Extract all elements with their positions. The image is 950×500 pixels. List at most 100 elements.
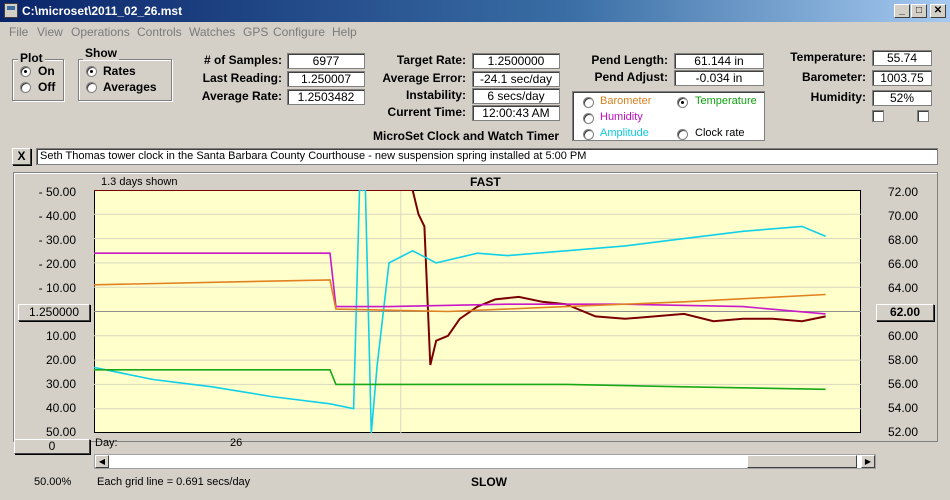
plot-grid [94, 190, 861, 433]
humidity-radio[interactable] [583, 113, 594, 124]
show-group-label: Show [83, 46, 119, 60]
instability-value: 6 secs/day [472, 88, 560, 104]
right-center-button[interactable]: 62.00 [876, 304, 934, 321]
humidity-label: Humidity: [810, 90, 866, 104]
clock-rate-radio[interactable] [677, 129, 688, 140]
menu-help[interactable]: Help [332, 25, 357, 39]
show-group [78, 59, 172, 101]
series-line-temperature [94, 369, 826, 391]
left-tick-label: 40.00 [45, 401, 76, 415]
menu-watches[interactable]: Watches [189, 25, 236, 39]
show-averages-label[interactable]: Averages [103, 80, 157, 94]
pend-adjust-value: -0.034 in [674, 70, 764, 86]
left-bottom-tick: 50.00 [45, 425, 76, 439]
maximize-button[interactable]: □ [911, 4, 927, 18]
amplitude-radio[interactable] [583, 129, 594, 140]
series-line-humidity [94, 252, 826, 315]
clock-rate-option[interactable]: Clock rate [695, 127, 745, 139]
last-reading-label: Last Reading: [202, 71, 282, 85]
series-line-clock-rate [94, 190, 826, 366]
samples-value: 6977 [287, 53, 365, 69]
scroll-right-arrow-icon[interactable]: ▶ [861, 455, 875, 468]
temperature-radio[interactable] [677, 97, 688, 108]
menu-bar: File View Operations Controls Watches GP… [0, 22, 950, 42]
plot-off-label[interactable]: Off [38, 80, 56, 94]
right-tick-label: 56.00 [888, 377, 919, 391]
humidity-option[interactable]: Humidity [600, 111, 643, 123]
menu-controls[interactable]: Controls [137, 25, 182, 39]
temperature-option[interactable]: Temperature [695, 95, 757, 107]
left-tick-label: - 10.00 [38, 281, 76, 295]
pend-adjust-label: Pend Adjust: [594, 70, 668, 84]
right-tick-label: 72.00 [888, 185, 919, 199]
right-tick-label: 52.00 [888, 425, 919, 439]
target-rate-value[interactable]: 1.2500000 [472, 53, 560, 69]
close-button[interactable]: ✕ [930, 4, 946, 18]
right-tick-label: 58.00 [888, 353, 919, 367]
left-tick-label: 10.00 [45, 329, 76, 343]
clear-note-button[interactable]: X [12, 148, 31, 165]
right-tick-label: 70.00 [888, 209, 919, 223]
menu-configure[interactable]: Configure [273, 25, 326, 39]
window-title: C:\microset\2011_02_26.mst [22, 4, 183, 18]
pend-length-value: 61.144 in [674, 53, 764, 69]
barometer-radio[interactable] [583, 97, 594, 108]
left-tick-label: - 20.00 [38, 257, 76, 271]
left-tick-label: - 30.00 [38, 233, 76, 247]
plot-series [94, 190, 826, 433]
show-averages-radio[interactable] [86, 82, 97, 93]
slow-label: SLOW [471, 475, 507, 489]
current-time-label: Current Time: [387, 105, 466, 119]
menu-operations[interactable]: Operations [71, 25, 130, 39]
average-rate-label: Average Rate: [201, 89, 282, 103]
samples-label: # of Samples: [203, 53, 282, 67]
series-line-amplitude [94, 190, 826, 433]
left-zero-button[interactable]: 0 [14, 439, 90, 454]
amplitude-option[interactable]: Amplitude [600, 127, 649, 139]
plot-off-radio[interactable] [20, 82, 31, 93]
instability-label: Instability: [405, 88, 466, 102]
barometer-label: Barometer: [801, 70, 866, 84]
temperature-value: 55.74 [872, 50, 932, 66]
show-rates-radio[interactable] [86, 66, 97, 77]
right-tick-label: 54.00 [888, 401, 919, 415]
grid-note: Each grid line = 0.691 secs/day [97, 476, 251, 488]
plot-on-label[interactable]: On [38, 64, 55, 78]
plot-on-radio[interactable] [20, 66, 31, 77]
left-tick-label: - 50.00 [38, 185, 76, 199]
right-tick-label: 68.00 [888, 233, 919, 247]
right-tick-label: 66.00 [888, 257, 919, 271]
horizontal-scrollbar[interactable]: ◀ ▶ [94, 454, 876, 469]
show-rates-label[interactable]: Rates [103, 64, 136, 78]
barometer-option[interactable]: Barometer [600, 95, 652, 107]
checkbox-right[interactable] [917, 110, 929, 122]
scroll-thumb[interactable] [747, 455, 857, 468]
average-error-label: Average Error: [382, 71, 466, 85]
left-tick-label: 20.00 [45, 353, 76, 367]
right-tick-label: 64.00 [888, 281, 919, 295]
plot-area[interactable] [94, 190, 861, 433]
menu-view[interactable]: View [37, 25, 63, 39]
fast-label: FAST [470, 175, 501, 189]
left-center-button[interactable]: 1.250000 [18, 304, 90, 321]
menu-gps[interactable]: GPS [243, 25, 269, 39]
current-time-value: 12:00:43 AM [472, 105, 560, 121]
title-bar[interactable]: C:\microset\2011_02_26.mst _ □ ✕ [0, 0, 950, 22]
note-field[interactable]: Seth Thomas tower clock in the Santa Bar… [36, 148, 938, 165]
scroll-left-arrow-icon[interactable]: ◀ [95, 455, 109, 468]
checkbox-left[interactable] [872, 110, 884, 122]
app-icon[interactable] [4, 3, 18, 18]
left-tick-label: 30.00 [45, 377, 76, 391]
day-label: Day: [95, 437, 118, 449]
minimize-button[interactable]: _ [894, 4, 910, 18]
average-error-value: -24.1 sec/day [472, 71, 560, 87]
days-shown-label: 1.3 days shown [101, 176, 178, 188]
pend-length-label: Pend Length: [591, 53, 668, 67]
series-selector: Barometer Temperature Humidity Amplitude… [572, 91, 765, 141]
day-value: 26 [230, 437, 243, 449]
barometer-value: 1003.75 [872, 70, 932, 86]
menu-file[interactable]: File [9, 25, 29, 39]
app-caption: MicroSet Clock and Watch Timer [373, 129, 560, 143]
left-tick-label: - 40.00 [38, 209, 76, 223]
plot-group-label: Plot [18, 51, 45, 65]
